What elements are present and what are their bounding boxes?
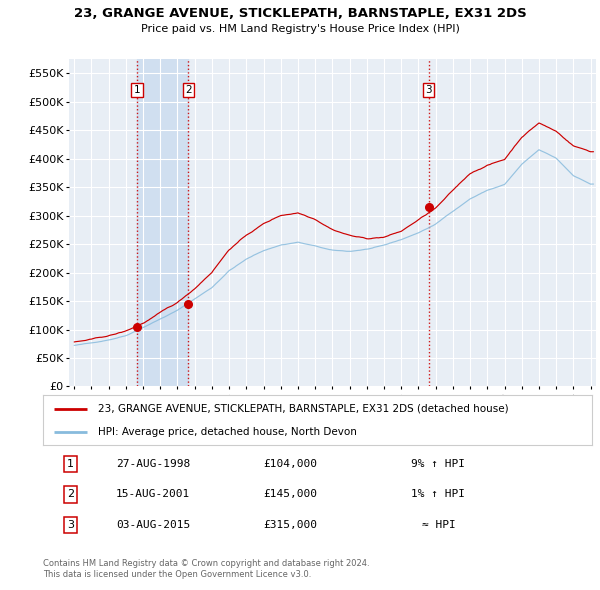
Text: £104,000: £104,000 (263, 459, 317, 468)
Text: HPI: Average price, detached house, North Devon: HPI: Average price, detached house, Nort… (98, 427, 357, 437)
Text: 9% ↑ HPI: 9% ↑ HPI (412, 459, 466, 468)
Text: 1: 1 (67, 459, 74, 468)
Text: 1% ↑ HPI: 1% ↑ HPI (412, 490, 466, 499)
Text: 15-AUG-2001: 15-AUG-2001 (116, 490, 190, 499)
Text: 23, GRANGE AVENUE, STICKLEPATH, BARNSTAPLE, EX31 2DS: 23, GRANGE AVENUE, STICKLEPATH, BARNSTAP… (74, 7, 526, 20)
Text: Contains HM Land Registry data © Crown copyright and database right 2024.
This d: Contains HM Land Registry data © Crown c… (43, 559, 370, 579)
Text: 23, GRANGE AVENUE, STICKLEPATH, BARNSTAPLE, EX31 2DS (detached house): 23, GRANGE AVENUE, STICKLEPATH, BARNSTAP… (98, 404, 509, 414)
Text: ≈ HPI: ≈ HPI (422, 520, 455, 530)
Text: 1: 1 (134, 85, 140, 95)
Bar (137, 59, 188, 386)
Text: 3: 3 (67, 520, 74, 530)
Text: £315,000: £315,000 (263, 520, 317, 530)
Text: 3: 3 (425, 85, 432, 95)
Text: 2: 2 (67, 490, 74, 499)
Text: 03-AUG-2015: 03-AUG-2015 (116, 520, 190, 530)
Text: £145,000: £145,000 (263, 490, 317, 499)
Text: Price paid vs. HM Land Registry's House Price Index (HPI): Price paid vs. HM Land Registry's House … (140, 24, 460, 34)
Text: 2: 2 (185, 85, 191, 95)
Text: 27-AUG-1998: 27-AUG-1998 (116, 459, 190, 468)
